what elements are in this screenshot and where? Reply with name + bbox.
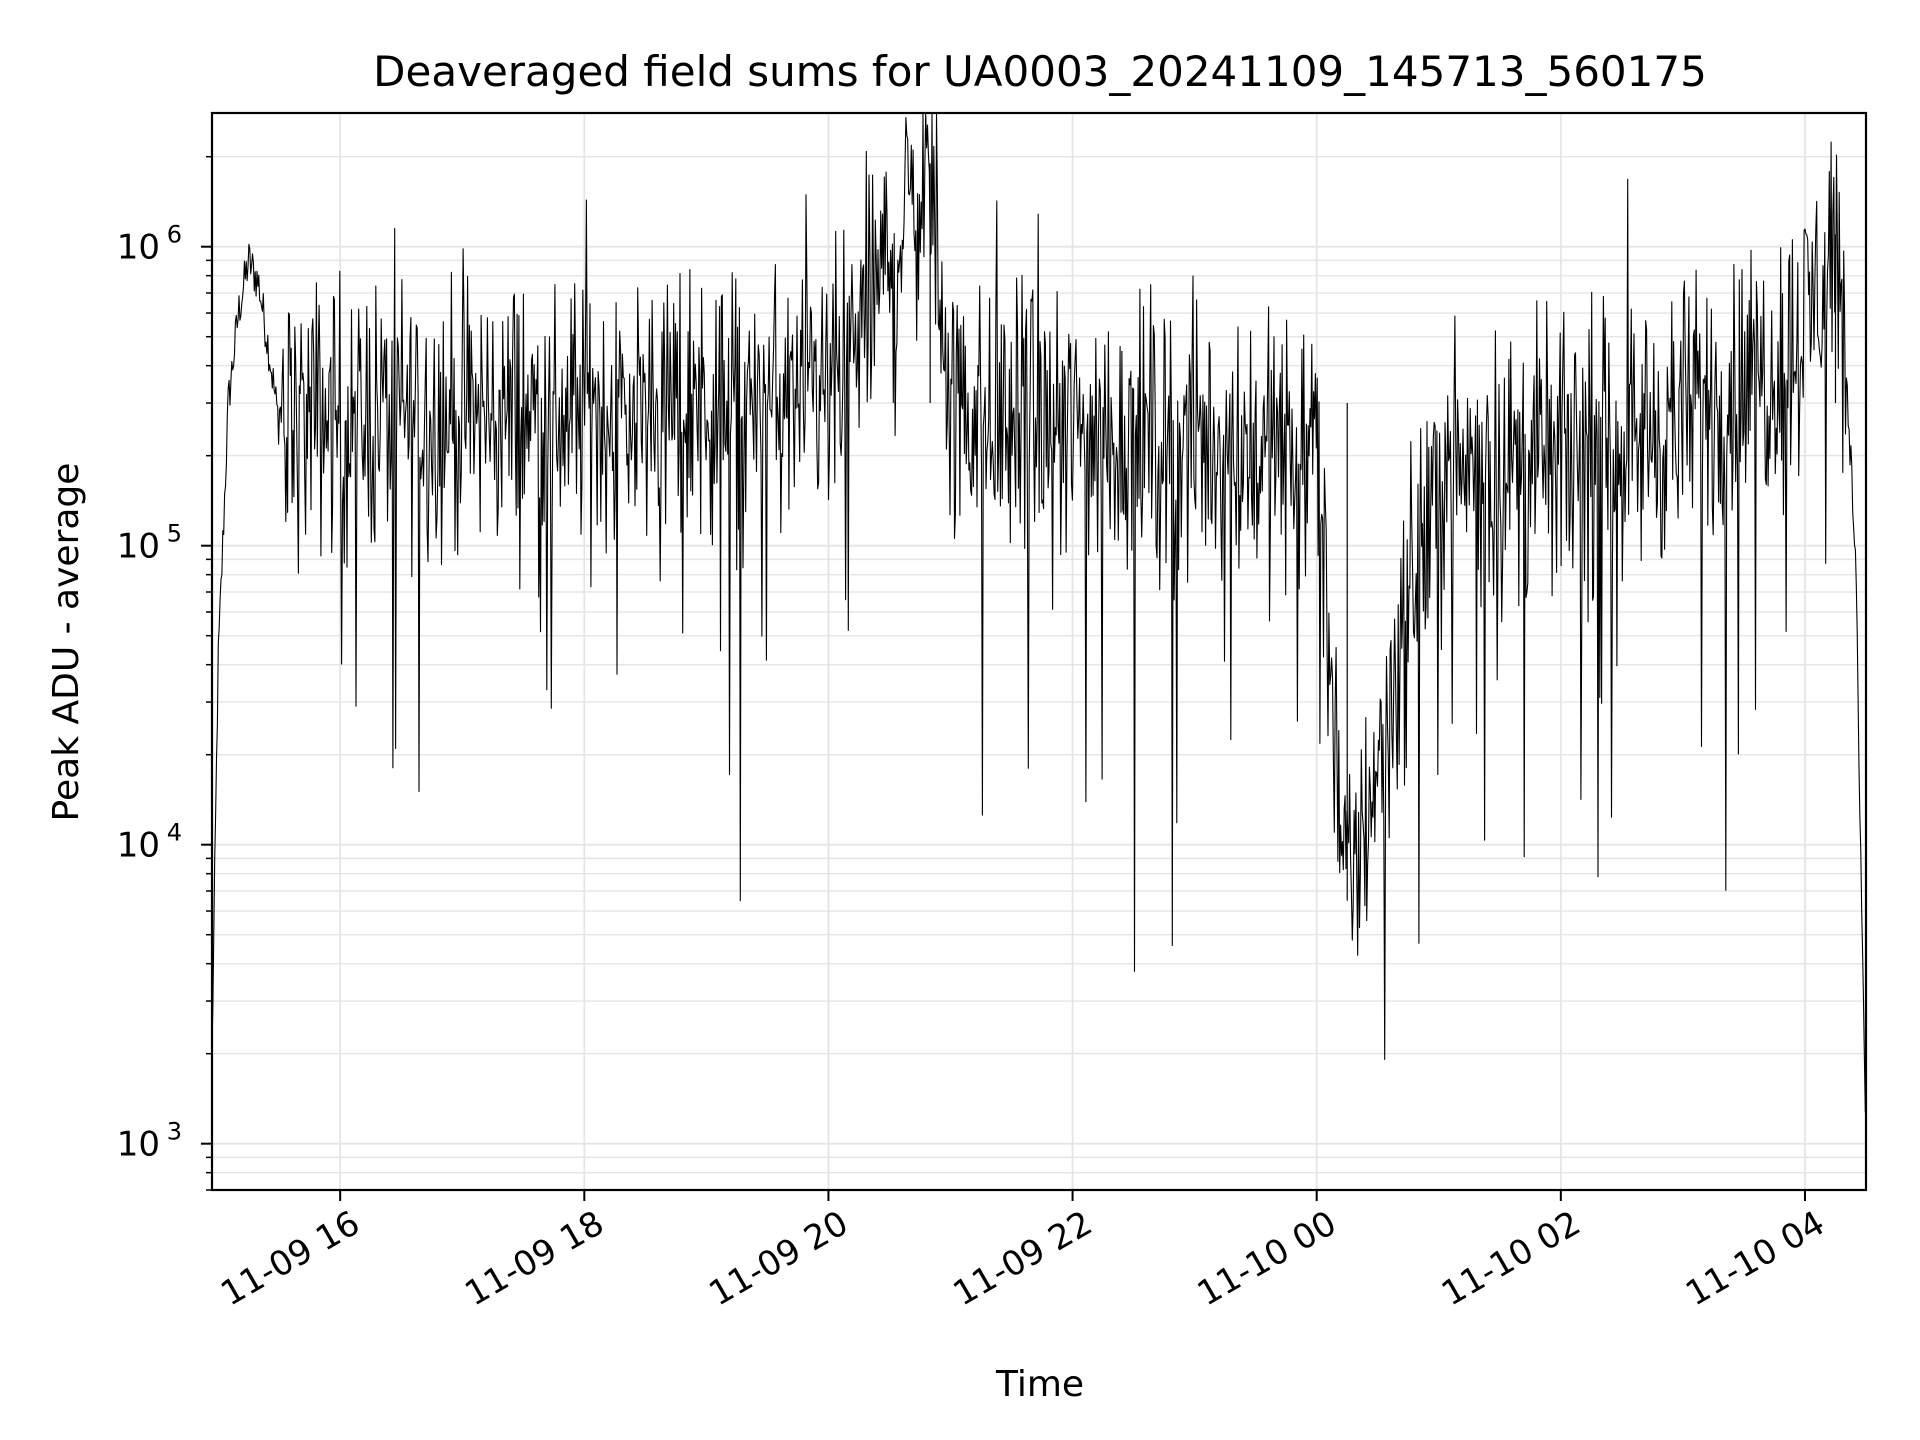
chart-title: Deaveraged field sums for UA0003_2024110… bbox=[373, 47, 1707, 96]
data-trace bbox=[211, 112, 1866, 1113]
y-tick-exponent: 6 bbox=[167, 221, 182, 249]
y-tick-exponent: 3 bbox=[167, 1118, 182, 1146]
y-tick-label: 10 bbox=[117, 826, 160, 866]
y-tick-label: 10 bbox=[117, 527, 160, 567]
series-line bbox=[211, 112, 1866, 1113]
y-tick-exponent: 5 bbox=[167, 520, 182, 548]
y-axis-label: Peak ADU - average bbox=[46, 463, 87, 822]
y-tick-label: 10 bbox=[117, 1125, 160, 1165]
y-tick-label: 10 bbox=[117, 228, 160, 268]
y-tick-exponent: 4 bbox=[167, 819, 182, 847]
x-axis-label: Time bbox=[995, 1364, 1084, 1405]
plot-frame bbox=[210, 111, 1868, 1192]
